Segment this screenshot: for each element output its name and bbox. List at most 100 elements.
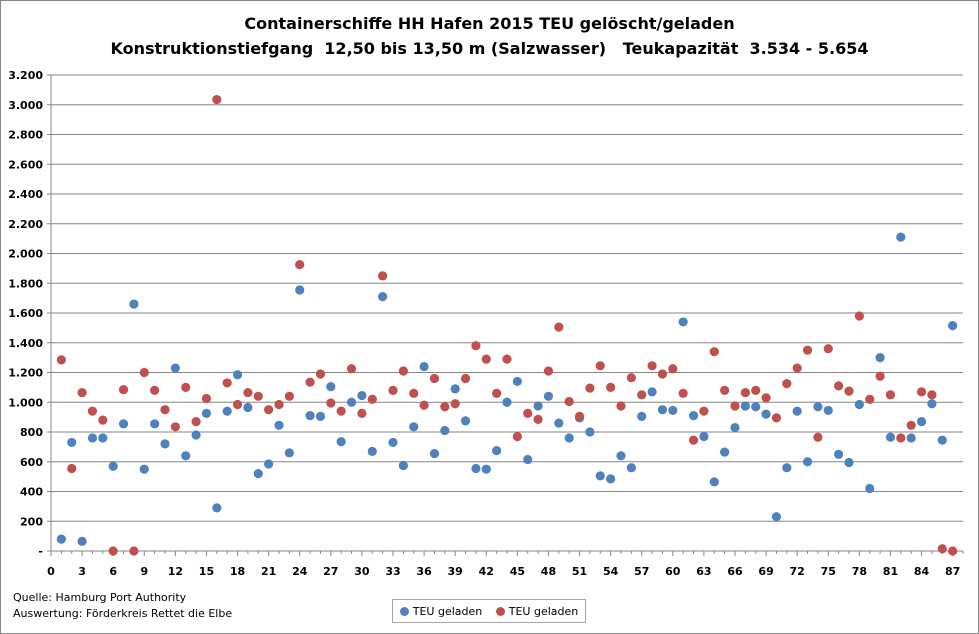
x-tick-label: 54 (603, 565, 619, 578)
data-point (626, 463, 636, 473)
data-point (108, 461, 118, 471)
data-point (191, 416, 201, 427)
data-point (460, 373, 471, 384)
data-point (720, 447, 730, 457)
data-point (543, 366, 554, 376)
data-point (637, 390, 647, 400)
x-tick-label: 3 (78, 565, 86, 578)
data-point (761, 393, 771, 403)
chart-subtitle: Konstruktionstiefgang 12,50 bis 13,50 m … (110, 39, 869, 58)
y-tick-label: 1.600 (8, 307, 43, 320)
data-point (98, 433, 108, 443)
data-point (637, 411, 647, 421)
data-point (181, 451, 191, 461)
data-point (502, 354, 512, 364)
data-point (720, 385, 730, 395)
y-tick-label: 2.000 (8, 248, 43, 261)
data-point (388, 437, 398, 448)
data-point (875, 353, 885, 363)
data-point (595, 361, 605, 371)
data-point (295, 285, 305, 295)
data-point (346, 397, 357, 407)
legend-item-series-2: TEU geladen (495, 604, 579, 618)
data-point (740, 401, 750, 411)
data-point (606, 382, 616, 392)
data-point (87, 433, 98, 443)
data-point (813, 432, 823, 442)
x-tick-label: 30 (354, 565, 370, 578)
legend-label-series-2: TEU geladen (508, 604, 579, 618)
data-point (367, 446, 377, 456)
data-point (937, 544, 947, 554)
data-point (554, 322, 564, 332)
data-point (243, 387, 253, 398)
data-point (118, 385, 129, 395)
data-point (346, 364, 357, 374)
data-point (108, 546, 118, 556)
data-point (916, 416, 927, 427)
data-point (378, 271, 388, 281)
x-tick-label: 48 (541, 565, 556, 578)
chart-title: Containerschiffe HH Hafen 2015 TEU gelös… (244, 14, 735, 33)
x-tick-label: 42 (479, 565, 494, 578)
x-tick-label: 51 (572, 565, 587, 578)
legend-marker-series-1 (399, 606, 409, 616)
data-point (150, 419, 160, 429)
data-point (823, 344, 833, 354)
data-point (398, 460, 408, 471)
x-tick-label: 21 (261, 565, 276, 578)
data-point (160, 439, 170, 449)
y-tick-label: 3.200 (8, 69, 43, 82)
data-point (896, 433, 906, 443)
legend-item-series-1: TEU geladen (399, 605, 482, 618)
data-point (336, 437, 346, 447)
data-point (533, 414, 543, 424)
data-point (264, 459, 274, 469)
axes (47, 74, 964, 556)
data-point (554, 418, 564, 428)
data-point (222, 406, 232, 416)
x-tick-labels: 0 3 6 9 12 15 18 21 24 27 30 33 36 39 42 45 48 51 54 57 60 63… (47, 565, 960, 578)
x-tick-label: 12 (168, 565, 183, 578)
data-point (937, 435, 947, 445)
data-point (751, 402, 761, 412)
data-point (844, 386, 854, 396)
data-point (896, 232, 906, 242)
data-point (616, 451, 626, 461)
data-point (419, 400, 429, 410)
x-tick-label: 72 (790, 565, 805, 578)
data-point (802, 345, 813, 355)
data-point (357, 408, 367, 419)
data-point (782, 379, 792, 389)
analysis-note: Auswertung: Förderkreis Rettet die Elbe (13, 607, 233, 620)
data-point (585, 427, 595, 437)
data-point (771, 512, 782, 522)
data-point (647, 387, 657, 397)
data-point (699, 406, 709, 416)
data-point (315, 411, 326, 421)
y-tick-label: 2.400 (8, 188, 43, 201)
data-point (906, 433, 916, 443)
data-point (201, 393, 212, 404)
data-point (606, 474, 616, 484)
data-point (481, 354, 491, 364)
data-point (668, 364, 678, 374)
data-point (481, 464, 491, 474)
x-tick-label: 6 (109, 565, 117, 578)
x-tick-label: 81 (883, 565, 898, 578)
x-tick-label: 36 (416, 565, 432, 578)
data-point (429, 373, 440, 384)
data-point (678, 317, 688, 327)
data-point (709, 347, 719, 357)
data-point (419, 361, 429, 372)
y-tick-label: 800 (20, 426, 43, 439)
y-tick-label: 3.000 (8, 99, 43, 112)
data-point (771, 413, 782, 423)
data-point (688, 435, 699, 445)
series-1 (56, 232, 958, 546)
data-point (232, 399, 243, 410)
x-tick-label: 15 (199, 565, 214, 578)
data-point (533, 401, 543, 411)
data-point (647, 361, 657, 371)
